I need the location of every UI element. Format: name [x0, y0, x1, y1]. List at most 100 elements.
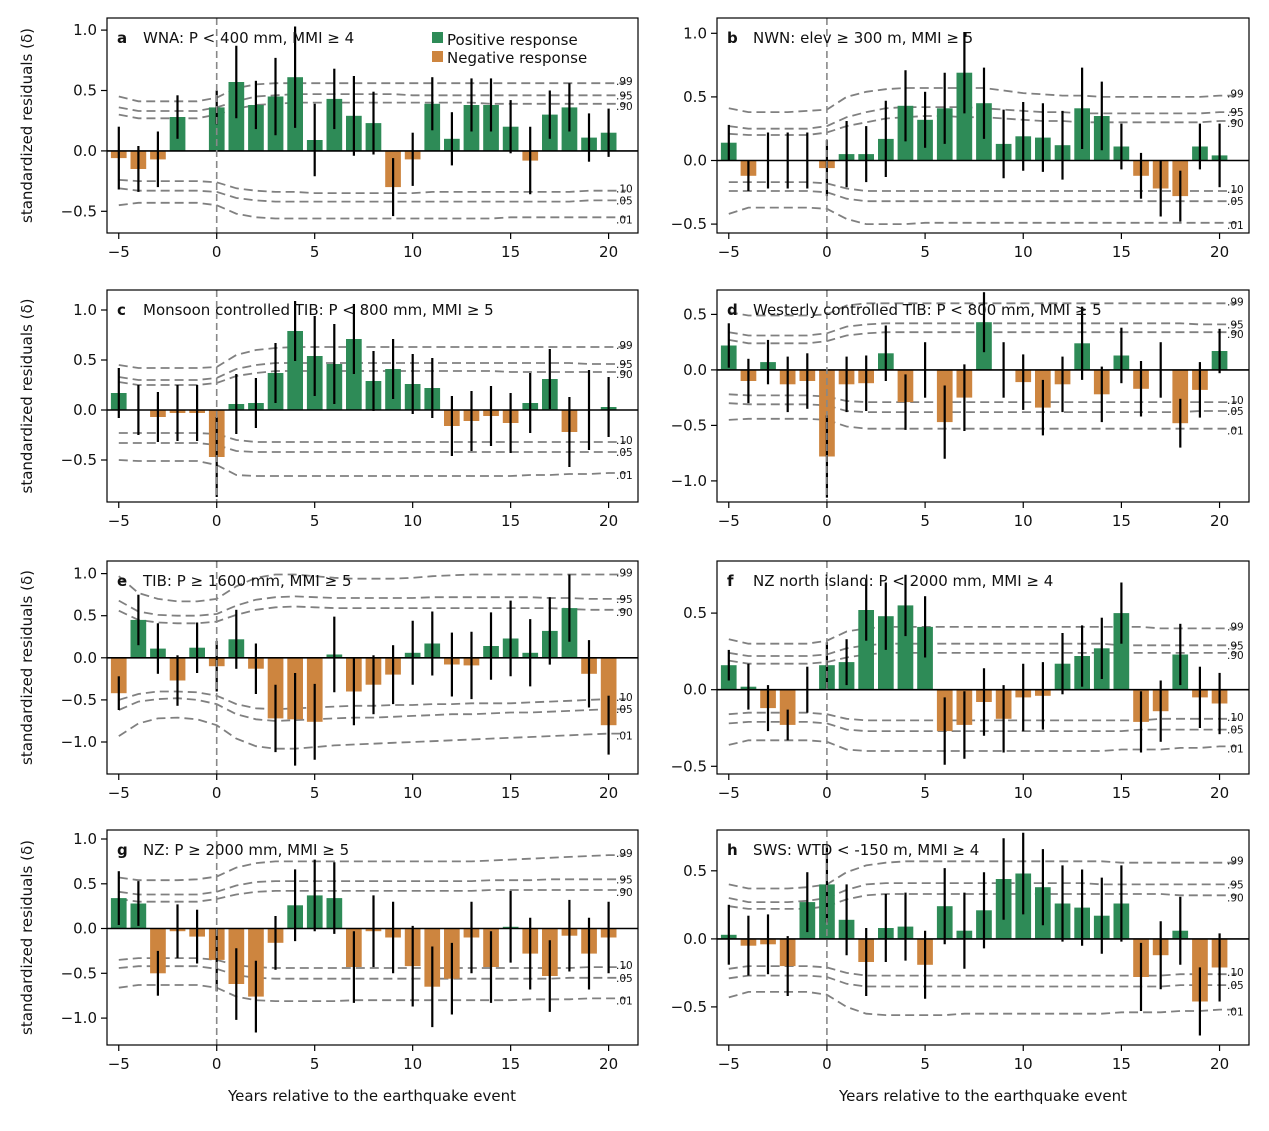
bar-positive [1113, 613, 1130, 690]
threshold-label-p10: .10 [616, 960, 633, 972]
x-tick-label: 20 [599, 784, 618, 802]
x-tick-label: 15 [501, 512, 520, 530]
threshold-label-p10: .10 [616, 692, 633, 704]
threshold-label-p95: .95 [616, 874, 633, 886]
threshold-label-p95: .95 [1227, 107, 1244, 119]
threshold-label-p95: .95 [1227, 640, 1244, 652]
y-tick-label: 0.5 [683, 88, 707, 106]
y-tick-label: 0.0 [683, 681, 707, 699]
threshold-line-p99 [118, 573, 627, 603]
threshold-line-p10 [118, 179, 627, 195]
x-tick-label: 0 [212, 1055, 222, 1073]
panel-title: Westerly controlled TIB: P < 800 mm, MMI… [753, 301, 1102, 319]
x-tick-label: 5 [310, 243, 320, 261]
panel-f: .99 .95.90 .10.05 .01 −5 0 5 10 15 20 −0.5 0.0 0.5 f N… [671, 560, 1250, 802]
x-tick-label: 5 [310, 784, 320, 802]
threshold-line-p10 [728, 393, 1238, 404]
x-tick-label: −5 [718, 243, 740, 261]
panel-title: Monsoon controlled TIB: P < 800 mm, MMI … [143, 301, 494, 319]
bar-positive [287, 331, 303, 410]
x-tick-label: 0 [822, 784, 832, 802]
threshold-line-p05 [118, 965, 627, 980]
threshold-line-p05 [118, 442, 627, 453]
panels: .99.95.90.10.05.01−5 0 5 10 15 20−0.50.00.51.… [18, 17, 1250, 1073]
y-tick-label: 0.0 [73, 649, 97, 667]
panel-letter: h [727, 841, 738, 859]
x-tick-label: −5 [108, 512, 130, 530]
bar-negative [600, 657, 617, 726]
threshold-label-p90: .90 [1227, 329, 1244, 341]
threshold-label-p05: .05 [616, 973, 633, 985]
x-tick-label: 5 [310, 512, 320, 530]
panel-letter: a [117, 29, 127, 47]
threshold-line-p99 [118, 82, 627, 103]
y-tick-label: −0.5 [61, 451, 97, 469]
y-axis-label: standardized residuals (δ) [18, 28, 36, 223]
threshold-label-p90: .90 [1227, 650, 1244, 662]
threshold-line-p05 [118, 187, 627, 203]
panel-title: TIB: P ≥ 1600 mm, MMI ≥ 5 [142, 572, 352, 590]
y-tick-label: 0.0 [683, 152, 707, 170]
y-tick-label: 0.5 [683, 862, 707, 880]
y-tick-label: −0.5 [61, 202, 97, 220]
threshold-label-p99: .99 [616, 568, 633, 580]
x-tick-label: 15 [1112, 1055, 1131, 1073]
panel-letter: d [727, 301, 738, 319]
panel-b: .99 .95.90 .10.05 .01 −5 0 5 10 15 20 −0.5 0.0 0.5 1.… [671, 17, 1250, 261]
panel-h: .99 .95.90 .10.05 .01 −5 0 5 10 15 20 −0.5 0.0 0.5 h S… [671, 829, 1250, 1073]
threshold-line-p01 [118, 459, 627, 477]
x-tick-label: 10 [403, 1055, 422, 1073]
x-tick-label: 5 [920, 243, 930, 261]
threshold-label-p95: .95 [1227, 879, 1244, 891]
x-tick-label: 20 [599, 512, 618, 530]
panel-a: .99 .95.90 .10.05 .01 −5 0 5 10 15 20 −0.5 0.0 0.5 1.… [18, 17, 639, 261]
threshold-line-p01 [728, 206, 1238, 226]
threshold-line-p10 [118, 432, 627, 443]
threshold-label-p90: .90 [616, 887, 633, 899]
threshold-label-p95: .95 [1227, 319, 1244, 331]
y-tick-label: 0.5 [73, 351, 97, 369]
y-tick-label: −0.5 [671, 215, 707, 233]
x-tick-label: 10 [403, 784, 422, 802]
threshold-label-p10: .10 [1227, 184, 1244, 196]
threshold-label-p90: .90 [1227, 892, 1244, 904]
threshold-line-p99 [728, 626, 1238, 645]
threshold-label-p10: .10 [1227, 395, 1244, 407]
x-tick-label: 20 [599, 243, 618, 261]
y-tick-label: 0.0 [73, 401, 97, 419]
y-tick-label: 1.0 [73, 21, 97, 39]
panel-letter: g [117, 841, 128, 859]
threshold-label-p90: .90 [616, 101, 633, 113]
threshold-label-p95: .95 [616, 594, 633, 606]
threshold-line-p90 [728, 652, 1238, 665]
panel-title: SWS: WTD < -150 m, MMI ≥ 4 [753, 841, 979, 859]
threshold-label-p10: .10 [1227, 712, 1244, 724]
threshold-line-p99 [728, 860, 1238, 890]
threshold-label-p01: .01 [616, 214, 633, 226]
y-tick-label: −0.5 [671, 998, 707, 1016]
threshold-label-p10: .10 [1227, 967, 1244, 979]
plot-frame [106, 829, 639, 1046]
panel-title: NZ north island: P < 2000 mm, MMI ≥ 4 [753, 572, 1053, 590]
x-tick-label: −5 [108, 1055, 130, 1073]
legend-label-positive: Positive response [447, 31, 578, 49]
x-tick-label: 10 [1014, 243, 1033, 261]
panel-title: WNA: P < 400 mm, MMI ≥ 4 [143, 29, 354, 47]
y-tick-label: 0.5 [73, 875, 97, 893]
y-tick-label: 0.0 [73, 142, 97, 160]
threshold-label-p99: .99 [616, 848, 633, 860]
panel-letter: b [727, 29, 738, 47]
bar-negative [110, 657, 127, 694]
x-tick-label: 15 [501, 243, 520, 261]
threshold-label-p99: .99 [616, 76, 633, 88]
threshold-line-p01 [118, 984, 627, 1002]
bar-positive [346, 339, 362, 410]
panel-title: NZ: P ≥ 2000 mm, MMI ≥ 5 [143, 841, 349, 859]
threshold-label-p01: .01 [616, 995, 633, 1007]
bar-positive [897, 605, 914, 690]
x-tick-label: 5 [310, 1055, 320, 1073]
legend-swatch-negative [432, 51, 443, 62]
bar-positive [956, 72, 973, 161]
x-tick-label: 0 [212, 512, 222, 530]
